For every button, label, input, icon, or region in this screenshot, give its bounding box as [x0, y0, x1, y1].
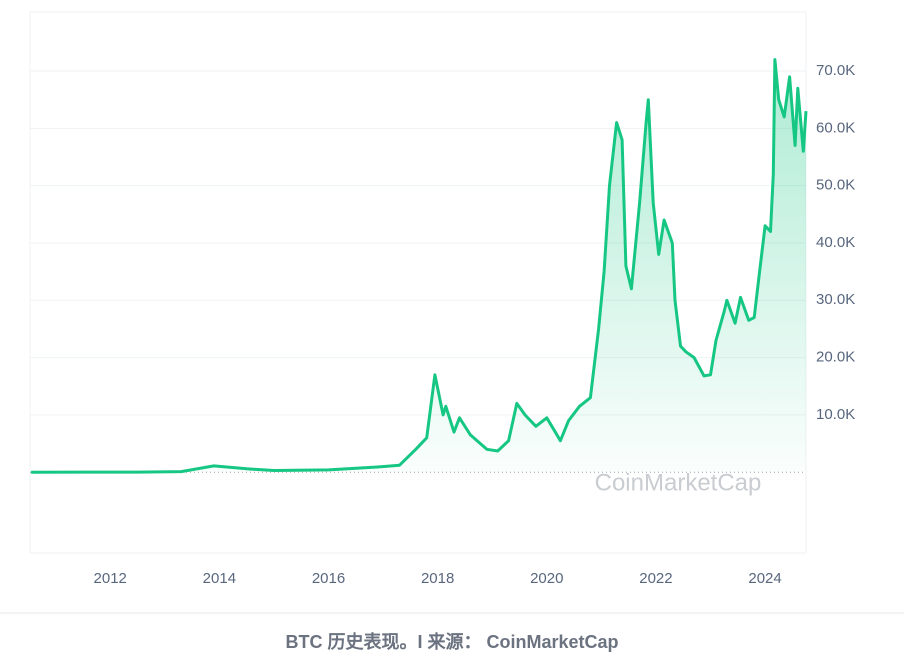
- y-tick-label: 30.0K: [816, 291, 855, 308]
- price-line: [31, 58, 808, 474]
- y-tick-label: 70.0K: [816, 62, 855, 79]
- x-tick-label: 2014: [203, 570, 236, 587]
- x-tick-label: 2016: [312, 570, 345, 587]
- caption: BTC 历史表现。I 来源： CoinMarketCap: [285, 631, 618, 652]
- x-tick-label: 2022: [639, 570, 672, 587]
- x-tick-label: 2024: [748, 570, 781, 587]
- y-tick-label: 40.0K: [816, 234, 855, 251]
- x-tick-label: 2012: [94, 570, 127, 587]
- y-tick-label: 60.0K: [816, 119, 855, 136]
- x-tick-label: 2018: [421, 570, 454, 587]
- y-tick-label: 10.0K: [816, 406, 855, 423]
- area: [31, 59, 806, 473]
- x-tick-label: 2020: [530, 570, 563, 587]
- y-tick-label: 20.0K: [816, 349, 855, 366]
- y-tick-label: 50.0K: [816, 177, 855, 194]
- watermark: CoinMarketCap: [595, 469, 762, 496]
